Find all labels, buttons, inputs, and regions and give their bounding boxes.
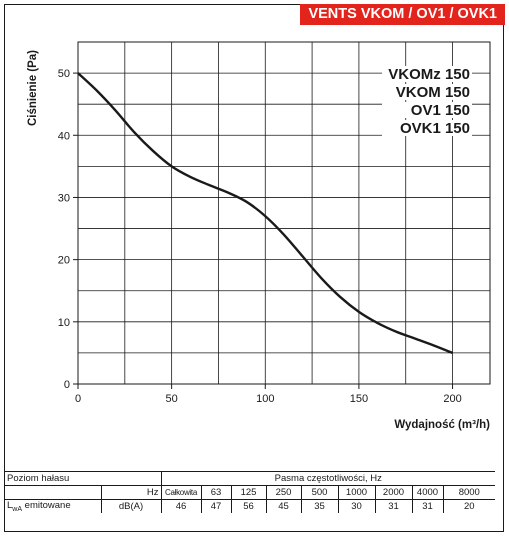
model-label-bg [382, 66, 472, 82]
y-tick-label: 10 [58, 317, 70, 329]
value-cell: 20 [443, 499, 496, 513]
model-label-bg [382, 120, 472, 136]
y-tick-label: 30 [58, 192, 70, 204]
band-cell: 500 [301, 485, 339, 500]
y-tick-label: 50 [58, 68, 70, 80]
band-cell: 63 [201, 485, 232, 500]
y-tick-label: 0 [64, 379, 70, 391]
hz-label: Hz [101, 485, 162, 500]
band-cell: 4000 [412, 485, 444, 500]
noise-table: Poziom hałasu Pasma częstotliwości, Hz H… [5, 471, 496, 513]
axes: 0 50 100 150 200 0 10 20 30 40 50 [58, 68, 462, 405]
x-tick-label: 0 [75, 393, 81, 405]
band-cell: 8000 [443, 485, 496, 500]
chart-frame [4, 4, 504, 532]
band-cell: 125 [231, 485, 267, 500]
x-axis-title: Wydajność (m³/h) [394, 419, 490, 431]
value-cell: 31 [412, 499, 444, 513]
band-cell: Całkowita [161, 485, 202, 500]
model-label-bg [382, 102, 472, 118]
value-cell: 45 [266, 499, 302, 513]
model-label: VKOM 150 [396, 84, 470, 101]
value-cell: 31 [375, 499, 413, 513]
band-cell: 1000 [338, 485, 376, 500]
value-cell: 46 [161, 499, 202, 513]
series-layer [77, 72, 453, 355]
value-cell: 30 [338, 499, 376, 513]
model-label: VKOMz 150 [388, 66, 470, 83]
y-axis-title: Ciśnienie (Pa) [27, 50, 39, 126]
band-cell: 2000 [375, 485, 413, 500]
empty-cell [5, 485, 102, 500]
band-header: Pasma częstotliwości, Hz [161, 471, 496, 486]
model-label: OVK1 150 [400, 120, 470, 137]
noise-values-row: LwA emitowane dB(A) 46 47 56 45 35 30 31… [5, 499, 496, 513]
x-tick-label: 100 [256, 393, 274, 405]
value-cell: 47 [201, 499, 232, 513]
plot-border [77, 41, 491, 385]
value-cell: 35 [301, 499, 339, 513]
model-label: OV1 150 [411, 102, 470, 119]
noise-bands-row: Hz Całkowita 63 125 250 500 1000 2000 40… [5, 485, 496, 500]
model-label-bg [382, 84, 472, 100]
band-cell: 250 [266, 485, 302, 500]
title-banner: VENTS VKOM / OV1 / OVK1 [300, 4, 505, 25]
value-cell: 56 [231, 499, 267, 513]
noise-header-row: Poziom hałasu Pasma częstotliwości, Hz [5, 471, 496, 486]
x-tick-label: 200 [443, 393, 461, 405]
x-tick-label: 150 [350, 393, 368, 405]
emit-label: LwA emitowane [5, 499, 102, 513]
unit-cell: dB(A) [101, 499, 162, 513]
y-tick-label: 40 [58, 130, 70, 142]
noise-row-label: Poziom hałasu [5, 471, 162, 486]
y-tick-label: 20 [58, 255, 70, 267]
series-line-vkom-150 [77, 72, 453, 355]
x-tick-label: 50 [166, 393, 178, 405]
